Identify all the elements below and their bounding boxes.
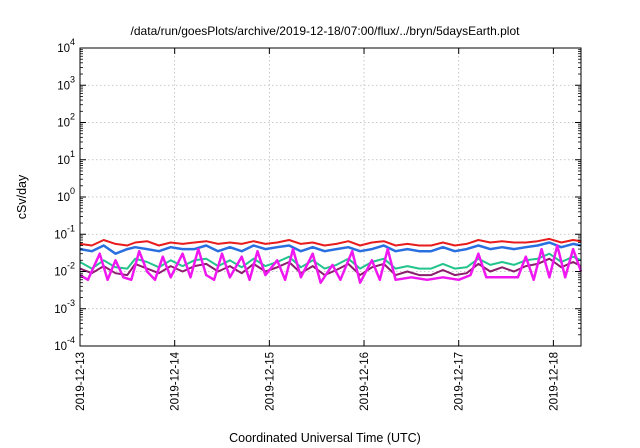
y-tick-label: 104 <box>57 37 75 55</box>
x-tick-label: 2019-12-15 <box>264 352 276 411</box>
x-tick-label: 2019-12-13 <box>75 352 87 411</box>
y-tick-label: 101 <box>57 149 75 167</box>
y-tick-label: 103 <box>57 74 75 92</box>
y-tick-exponent: -1 <box>67 223 75 233</box>
x-axis-label: Coordinated Universal Time (UTC) <box>229 431 421 445</box>
series-line-2 <box>79 241 582 255</box>
y-tick-exponent: -4 <box>67 335 75 345</box>
y-tick-label: 10-2 <box>54 261 75 279</box>
y-tick-label: 100 <box>57 186 75 204</box>
chart-title: /data/run/goesPlots/archive/2019-12-18/0… <box>131 24 521 38</box>
x-tick-label: 2019-12-16 <box>359 352 371 411</box>
y-tick-exponent: 2 <box>70 112 75 122</box>
series-line-1 <box>79 237 582 247</box>
y-tick-label: 10-4 <box>54 335 75 353</box>
series-line-4 <box>79 257 582 277</box>
x-tick-label: 2019-12-18 <box>548 352 560 411</box>
axis-ticks: 10-410-310-210-11001011021031042019-12-1… <box>54 37 581 411</box>
series-line-5 <box>79 244 583 284</box>
y-tick-exponent: 4 <box>70 37 75 47</box>
grid-lines <box>80 48 581 346</box>
y-axis-label: cSv/day <box>15 174 29 219</box>
y-tick-label: 102 <box>57 112 75 130</box>
y-tick-exponent: 0 <box>70 186 75 196</box>
x-tick-label: 2019-12-17 <box>454 352 466 411</box>
y-tick-label: 10-1 <box>54 223 75 241</box>
y-tick-exponent: -3 <box>67 298 75 308</box>
y-tick-exponent: 1 <box>70 149 75 159</box>
y-tick-exponent: -2 <box>67 261 75 271</box>
plot-series <box>79 237 583 284</box>
plot-frame <box>79 47 582 347</box>
x-tick-label: 2019-12-14 <box>170 351 182 410</box>
y-tick-label: 10-3 <box>54 298 75 316</box>
y-tick-exponent: 3 <box>70 74 75 84</box>
